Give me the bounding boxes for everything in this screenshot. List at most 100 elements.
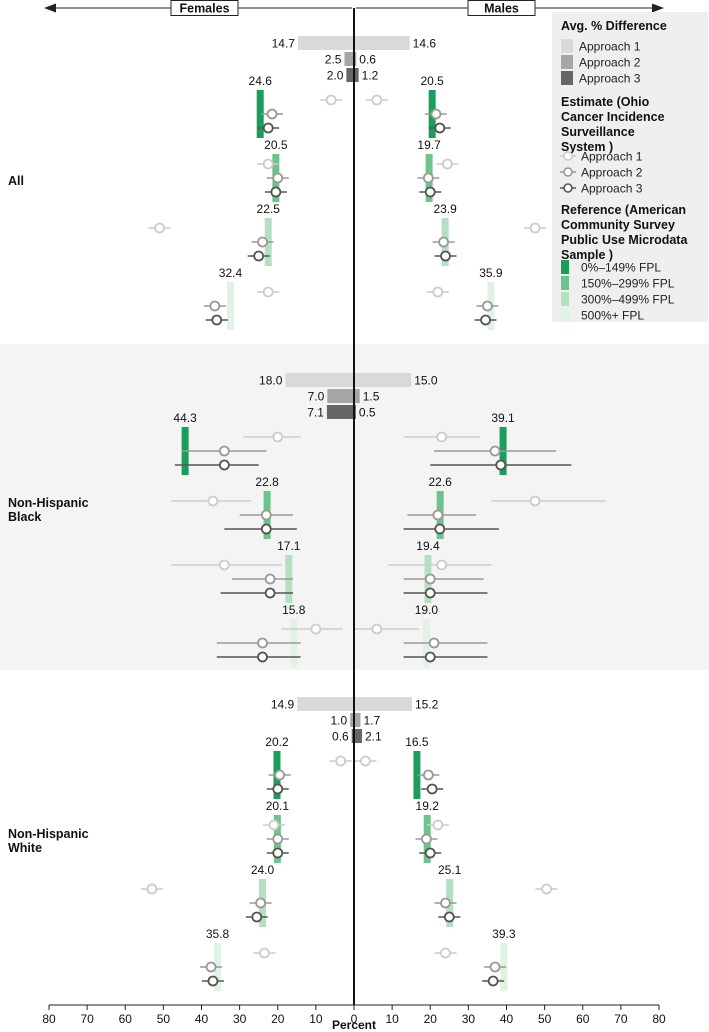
legend-title-line: Cancer Incidence (561, 110, 665, 124)
est-point-female (259, 947, 270, 959)
ref-label-female: 15.8 (282, 603, 306, 617)
est-point-male (426, 783, 438, 795)
est-point-female (211, 314, 223, 326)
chart-marks: All 14.7 14.6 2.5 0.6 2.0 1.2 24.6 20.5 20.5 19.7 2… (8, 36, 606, 991)
diff-label-female: 7.1 (307, 406, 324, 420)
est-point-female (257, 236, 268, 248)
est-point-female (268, 819, 280, 831)
est-point-male (371, 623, 383, 635)
legend-est-label: Approach 1 (581, 150, 643, 164)
est-point-male (436, 431, 448, 443)
diff-label-female: 7.0 (308, 390, 325, 404)
est-point-female (260, 523, 272, 535)
diff-label-male: 15.2 (415, 698, 439, 712)
ref-label-female: 35.8 (206, 927, 230, 941)
legend-ref-swatch (561, 276, 569, 290)
legend-title-line: Estimate (Ohio (561, 95, 650, 109)
diff-label-female: 14.9 (271, 698, 295, 712)
est-point-male (432, 286, 444, 298)
diff-bar-female (327, 389, 354, 403)
ref-label-female: 22.5 (257, 202, 281, 216)
x-tick-label: 10 (309, 1012, 323, 1026)
x-tick-label: 20 (424, 1012, 438, 1026)
est-point-female (262, 122, 274, 134)
group-label-line: White (8, 841, 42, 855)
est-point-male (442, 158, 453, 170)
x-tick-label: 10 (385, 1012, 399, 1026)
x-tick-label: 40 (500, 1012, 514, 1026)
est-point-male (434, 122, 446, 134)
diff-label-female: 14.7 (272, 37, 296, 51)
est-point-female (272, 431, 284, 443)
diff-bar-female (285, 373, 354, 387)
males-header-box (467, 0, 536, 16)
x-tick-label: 20 (271, 1012, 285, 1026)
est-point-female (205, 961, 217, 973)
x-tick-label: 60 (119, 1012, 133, 1026)
group-label-line: Black (8, 510, 41, 524)
ref-label-male: 35.9 (479, 266, 503, 280)
x-tick-label: 80 (652, 1012, 666, 1026)
x-tick-label: 30 (233, 1012, 247, 1026)
x-tick-label: 40 (195, 1012, 209, 1026)
legend-ref-swatch (561, 292, 569, 306)
ref-bar-female (226, 282, 234, 330)
x-tick-label: 80 (42, 1012, 56, 1026)
est-point-male (529, 495, 541, 507)
est-point-male (432, 819, 444, 831)
sex-header: Females Males (44, 0, 664, 16)
legend-ref-swatch (561, 260, 569, 274)
est-point-female (253, 250, 265, 262)
est-point-female (264, 587, 276, 599)
est-point-female (310, 623, 322, 635)
est-point-female (207, 975, 219, 987)
ref-label-male: 22.6 (428, 475, 452, 489)
legend-ref-label: 0%–149% FPL (581, 261, 661, 275)
est-point-male (489, 961, 501, 973)
est-point-male (424, 847, 436, 859)
x-tick-label: 0 (351, 1012, 358, 1026)
legend-ref-label: 300%–499% FPL (581, 293, 675, 307)
est-point-male (434, 523, 446, 535)
est-point-female (218, 559, 230, 571)
est-point-male (482, 300, 493, 312)
x-tick-label: 50 (157, 1012, 171, 1026)
legend-title-line: Public Use Microdata (561, 233, 688, 247)
ref-label-female: 44.3 (173, 411, 197, 425)
est-point-female (272, 783, 284, 795)
legend-est-marker (563, 167, 573, 177)
ref-label-female: 17.1 (277, 539, 301, 553)
legend-ref-label: 150%–299% FPL (581, 277, 675, 291)
est-point-male (360, 755, 371, 767)
males-header-label: Males (484, 2, 519, 16)
group-label-line: All (8, 174, 24, 188)
ref-label-female: 24.0 (251, 863, 275, 877)
est-point-female (262, 158, 274, 170)
ref-label-male: 39.3 (492, 927, 516, 941)
est-point-female (154, 222, 165, 234)
legend-title-line: Surveillance (561, 125, 635, 139)
group-label-2: Non-Hispanic White (8, 827, 89, 855)
diff-label-male: 14.6 (413, 37, 437, 51)
est-point-male (440, 250, 451, 262)
est-point-female (207, 495, 219, 507)
est-point-male (422, 769, 434, 781)
est-point-female (146, 883, 158, 895)
est-point-male (424, 651, 436, 663)
est-point-male (424, 587, 436, 599)
ref-bar-male (413, 751, 421, 799)
diff-bar-male (354, 389, 360, 403)
ref-label-female: 24.6 (249, 74, 273, 88)
legend-diff-label: Approach 1 (579, 40, 641, 54)
est-point-female (257, 637, 268, 649)
legend-ref-swatch (561, 308, 569, 322)
est-point-female (272, 847, 284, 859)
est-point-male (495, 459, 507, 471)
legend-title-line: System ) (561, 140, 613, 154)
x-tick-label: 60 (576, 1012, 590, 1026)
diff-bar-male (354, 729, 363, 743)
ref-label-female: 22.8 (255, 475, 279, 489)
ref-label-male: 19.2 (416, 799, 440, 813)
legend-est-marker (563, 151, 573, 161)
